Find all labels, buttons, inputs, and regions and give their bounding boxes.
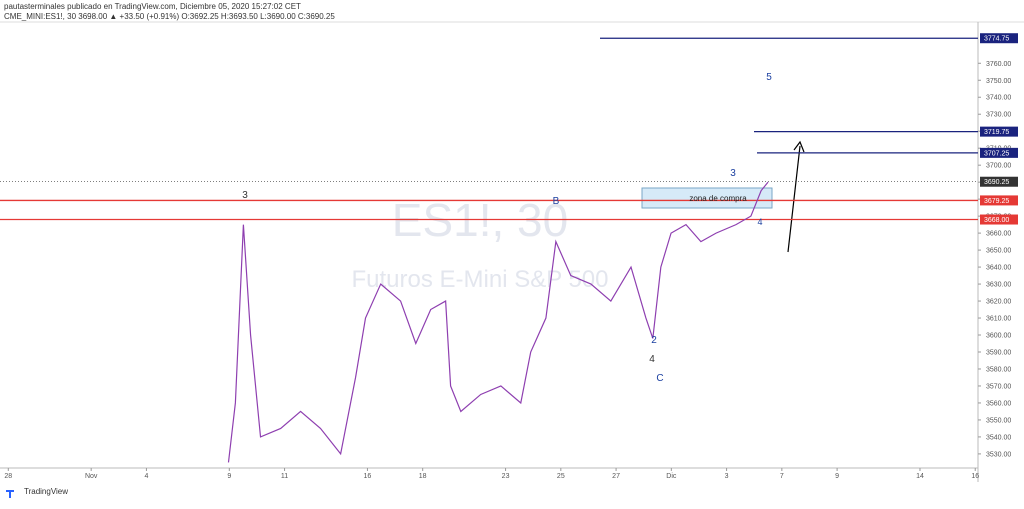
x-tick-label: 27 [612,473,620,480]
y-tick-label: 3590.00 [986,349,1011,356]
price-label-box [980,33,1018,44]
y-tick-label: 3530.00 [986,451,1011,458]
x-tick-label: 16 [971,473,979,480]
x-tick-label: 9 [835,473,839,480]
x-tick-label: 7 [780,473,784,480]
annotation: C [656,373,663,384]
header-author: pautasterminales publicado en TradingVie… [4,2,301,11]
y-tick-label: 3550.00 [986,417,1011,424]
price-label: 3679.25 [984,198,1009,205]
price-label: 3707.25 [984,150,1009,157]
x-tick-label: 28 [4,473,12,480]
price-label-box [980,176,1018,187]
buy-zone [641,187,773,209]
x-tick-label: 4 [144,473,148,480]
y-tick-label: 3560.00 [986,400,1011,407]
x-tick-label: 11 [281,473,288,480]
y-tick-label: 3730.00 [986,112,1011,119]
price-label-box [980,195,1018,206]
x-tick-label: 16 [364,473,372,480]
price-label-box [980,147,1018,158]
x-tick-label: 14 [916,473,924,480]
y-tick-label: 3630.00 [986,282,1011,289]
y-tick-label: 3600.00 [986,333,1011,340]
logo-icon [6,490,14,498]
arrow [787,145,801,253]
x-tick-label: Nov [85,473,98,480]
y-tick-label: 3570.00 [986,383,1011,390]
annotation: 5 [766,72,772,83]
price-label: 3690.25 [984,179,1009,186]
header-symbol: CME_MINI:ES1!, 30 3698.00 ▲ +33.50 (+0.9… [4,12,335,21]
annotation: 2 [651,335,657,346]
x-tick-label: 3 [725,473,729,480]
y-tick-label: 3540.00 [986,434,1011,441]
price-label-box [980,126,1018,137]
y-tick-label: 3620.00 [986,299,1011,306]
x-tick-label: 23 [502,473,510,480]
annotation: 3 [242,190,248,201]
y-tick-label: 3750.00 [986,78,1011,85]
price-label: 3774.75 [984,36,1009,43]
annotation: 4 [757,217,762,227]
footer-logo: TradingView [24,487,68,496]
annotation: zona de compra [689,194,747,203]
y-tick-label: 3610.00 [986,316,1011,323]
x-tick-label: 9 [227,473,231,480]
arrow-head [793,140,805,153]
x-tick-label: Dic [666,473,677,480]
price-label: 3668.00 [984,217,1009,224]
y-tick-label: 3700.00 [986,163,1011,170]
price-label: 3719.75 [984,129,1009,136]
annotation: 4 [649,354,655,365]
x-tick-label: 25 [557,473,565,480]
y-tick-label: 3740.00 [986,95,1011,102]
watermark-sub: Futuros E-Mini S&P 500 [351,266,608,293]
y-tick-label: 3650.00 [986,248,1011,255]
annotation: B [553,196,560,207]
price-line-series [227,181,769,463]
y-tick-label: 3760.00 [986,61,1011,68]
annotation: 3 [730,168,736,179]
price-label-box [980,214,1018,225]
y-tick-label: 3660.00 [986,231,1011,238]
x-tick-label: 18 [419,473,427,480]
y-tick-label: 3580.00 [986,366,1011,373]
y-tick-label: 3640.00 [986,265,1011,272]
